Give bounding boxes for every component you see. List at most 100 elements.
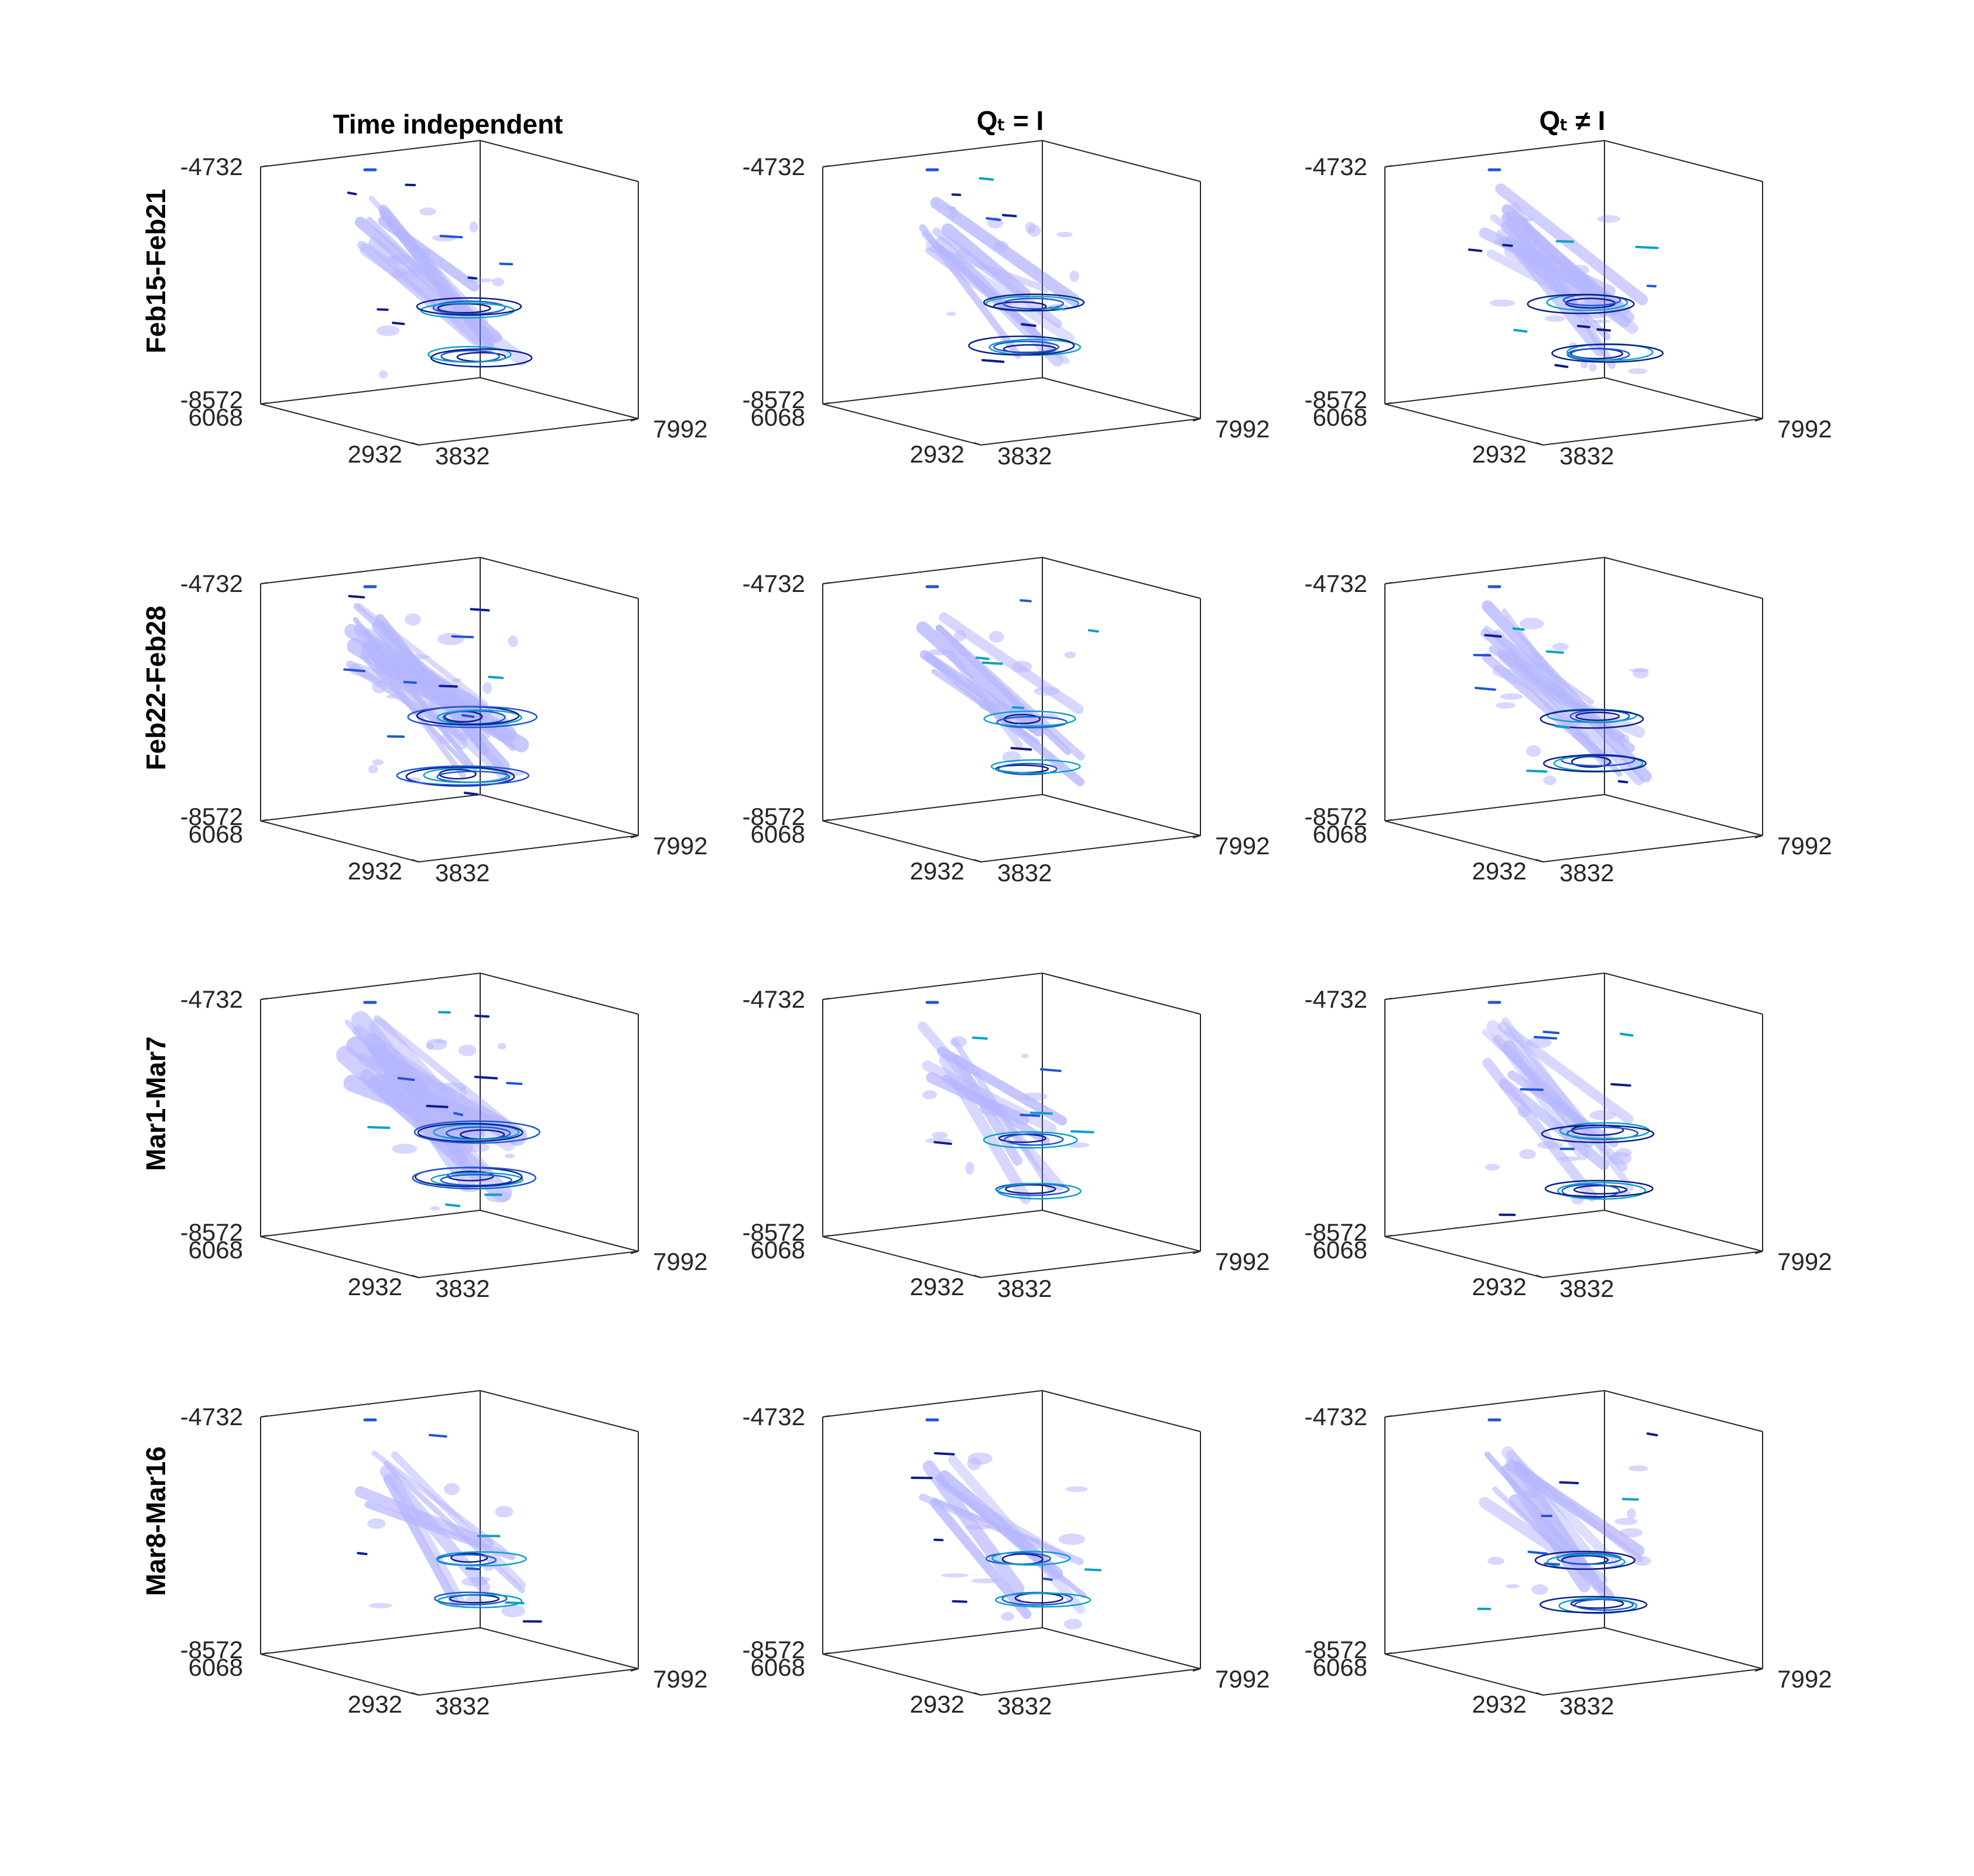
box-edge-top-left xyxy=(1384,1390,1605,1418)
x-tick-label-far: 6068 xyxy=(751,820,805,848)
contour-ring xyxy=(1574,1598,1634,1611)
x-tick-label-far: 6068 xyxy=(751,1654,805,1681)
isosurface-blob xyxy=(1487,1556,1505,1565)
z-tick-label-top: -4732 xyxy=(743,985,805,1013)
x-axis-line xyxy=(822,820,981,862)
box-edge-floor-right xyxy=(480,794,639,836)
isosurface-group xyxy=(1479,1446,1651,1602)
isosurface-blob xyxy=(950,1036,967,1047)
z-tick-label-bottom: -8572 xyxy=(180,1636,243,1663)
isosurface-blob xyxy=(941,1573,969,1578)
y-tick-label-far: 7992 xyxy=(1777,1248,1832,1275)
x-tick-label-near: 2932 xyxy=(910,857,964,885)
isosurface-blob xyxy=(405,613,421,626)
contour-ring xyxy=(1551,343,1664,363)
contour-ring xyxy=(1573,1185,1628,1195)
isosurface-blob xyxy=(458,1045,477,1056)
box-edge-floor-right xyxy=(480,1627,639,1669)
isosurface-streak xyxy=(1480,628,1635,752)
box-edge-top-left xyxy=(1384,973,1605,1000)
contour-ring xyxy=(996,716,1068,728)
isosurface-blob xyxy=(1543,775,1556,786)
box-edge-top-right xyxy=(1604,557,1763,599)
contour-ring xyxy=(450,1552,488,1563)
y-tick-label-near: 3832 xyxy=(997,442,1052,470)
isosurface-blob xyxy=(1025,221,1036,234)
isosurface-blob xyxy=(925,1138,953,1144)
isosurface-streak xyxy=(369,1042,471,1140)
box-edge-top-left xyxy=(260,973,481,1000)
y-tick-label-far: 7992 xyxy=(1215,832,1270,860)
contour-group xyxy=(1473,585,1647,783)
isosurface-streak xyxy=(1499,1079,1609,1170)
x-tick-label-far: 6068 xyxy=(189,1236,243,1264)
contour-ring xyxy=(983,710,1076,727)
contour-group xyxy=(1487,1001,1655,1216)
isosurface-streak xyxy=(937,1046,1068,1126)
isosurface-blob xyxy=(1064,651,1076,659)
column-titles: Time independent Qₜ = I Qₜ ≠ I xyxy=(333,105,1606,139)
contour-ring xyxy=(1541,1124,1655,1144)
isosurface-blob xyxy=(1569,265,1589,275)
isosurface-streak xyxy=(380,210,459,314)
isosurface-blob xyxy=(368,765,378,773)
x-tick-label-far: 6068 xyxy=(1313,820,1367,848)
z-tick-label-top: -4732 xyxy=(180,153,243,180)
isosurface-blob xyxy=(452,678,461,683)
isosurface-blob xyxy=(994,241,1009,252)
y-tick-label-near: 3832 xyxy=(435,1275,490,1302)
isosurface-streak xyxy=(929,245,1050,293)
isosurface-blob xyxy=(1518,663,1542,670)
x-tick-label-far: 6068 xyxy=(751,1236,805,1264)
contour-ring xyxy=(1014,1592,1063,1604)
x-tick-label-far: 6068 xyxy=(189,820,243,848)
contour-ring xyxy=(993,340,1060,354)
isosurface-streak xyxy=(935,236,1063,367)
isosurface-streak xyxy=(1504,1028,1604,1145)
isosurface-streak xyxy=(922,1460,1025,1595)
isosurface-streak xyxy=(925,247,1037,331)
y-axis-line xyxy=(418,835,639,862)
contour-dash xyxy=(1484,634,1502,638)
isosurface-blob xyxy=(501,1604,525,1618)
isosurface-blob xyxy=(1589,1110,1616,1121)
isosurface-blob xyxy=(1012,660,1032,673)
y-axis-line xyxy=(980,418,1201,446)
isosurface-blob xyxy=(497,1043,507,1050)
box-edge-floor-right xyxy=(1604,1627,1763,1669)
isosurface-blob xyxy=(1615,1148,1632,1157)
isosurface-streak xyxy=(363,628,510,728)
box-edge-floor-right xyxy=(1042,794,1201,836)
x-tick-label-near: 2932 xyxy=(910,1273,964,1300)
contour-dash xyxy=(1545,650,1564,654)
box-edge-top-right xyxy=(1042,973,1201,1015)
contour-dash xyxy=(451,635,474,639)
isosurface-blob xyxy=(971,1578,999,1584)
contour-dash xyxy=(1021,323,1036,327)
contour-dash xyxy=(981,359,1005,363)
isosurface-blob xyxy=(931,1131,948,1139)
contour-dash xyxy=(1635,245,1659,249)
contour-group xyxy=(925,585,1099,776)
contour-group xyxy=(911,1418,1102,1608)
isosurface-blob xyxy=(1629,668,1649,673)
isosurface-blob xyxy=(1022,1092,1048,1101)
y-tick-label-far: 7992 xyxy=(653,832,707,860)
isosurface-blob xyxy=(504,1153,515,1159)
isosurface-streak xyxy=(379,207,494,350)
contour-dash xyxy=(1620,1032,1634,1037)
z-tick-label-bottom: -8572 xyxy=(743,1218,805,1246)
isosurface-blob xyxy=(1001,1612,1015,1621)
contour-dash xyxy=(1467,248,1483,252)
isosurface-blob xyxy=(440,1116,459,1122)
z-tick-mark-bottom xyxy=(822,1652,830,1655)
isosurface-blob xyxy=(1523,217,1534,222)
isosurface-streak xyxy=(361,641,480,714)
isosurface-streak xyxy=(364,1033,476,1191)
box-edge-floor-right xyxy=(480,377,639,419)
isosurface-streak xyxy=(353,1025,504,1133)
isosurface-blob xyxy=(1552,643,1569,651)
isosurface-streak xyxy=(368,237,495,354)
box-edge-top-left xyxy=(260,557,481,584)
